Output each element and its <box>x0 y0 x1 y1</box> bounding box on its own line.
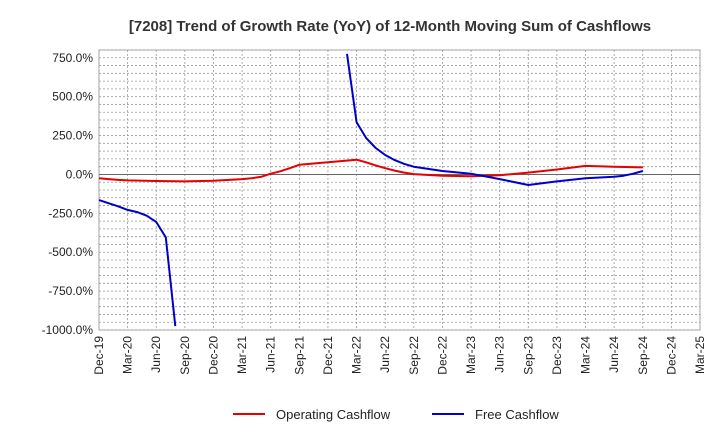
series-line-free-cashflow <box>98 199 177 327</box>
y-tick-label: -750.0% <box>48 284 93 298</box>
series-line-free-cashflow <box>346 53 644 186</box>
x-tick-label: Mar-21 <box>235 336 249 374</box>
x-tick-label: Mar-25 <box>693 336 707 374</box>
series-line-operating-cashflow <box>98 158 643 183</box>
legend: Operating Cashflow Free Cashflow <box>233 407 559 422</box>
x-tick-label: Sep-22 <box>407 336 421 375</box>
y-tick-label: 750.0% <box>52 51 93 65</box>
x-tick-label: Jun-20 <box>149 336 163 373</box>
y-tick-label: 500.0% <box>52 90 93 104</box>
y-tick-label: -500.0% <box>48 245 93 259</box>
x-tick-label: Sep-23 <box>521 336 535 375</box>
x-tick-label: Mar-23 <box>464 336 478 374</box>
y-tick-label: 250.0% <box>52 129 93 143</box>
x-tick-label: Mar-20 <box>121 336 135 374</box>
x-tick-label: Dec-22 <box>435 336 449 375</box>
grid <box>98 49 701 331</box>
x-tick-label: Sep-20 <box>178 336 192 375</box>
y-tick-label: -250.0% <box>48 206 93 220</box>
x-tick-label: Mar-24 <box>579 336 593 374</box>
legend-label-operating-cashflow: Operating Cashflow <box>276 407 391 422</box>
legend-label-free-cashflow: Free Cashflow <box>475 407 559 422</box>
x-tick-label: Dec-20 <box>206 336 220 375</box>
x-tick-label: Dec-19 <box>92 336 106 375</box>
axes: 750.0% 500.0% 250.0% 0.0% -250.0% -500.0% -750… <box>42 51 707 375</box>
x-tick-label: Jun-22 <box>378 336 392 373</box>
x-tick-label: Jun-23 <box>493 336 507 373</box>
x-tick-label: Mar-22 <box>350 336 364 374</box>
series-lines <box>98 53 644 327</box>
x-tick-label: Jun-24 <box>607 336 621 373</box>
x-tick-label: Dec-24 <box>664 336 678 375</box>
y-tick-label: -1000.0% <box>42 323 94 337</box>
x-tick-label: Dec-23 <box>550 336 564 375</box>
x-tick-label: Sep-24 <box>636 336 650 375</box>
y-tick-label: 0.0% <box>66 167 94 181</box>
x-tick-label: Dec-21 <box>321 336 335 375</box>
x-tick-label: Sep-21 <box>292 336 306 375</box>
chart-title: [7208] Trend of Growth Rate (YoY) of 12-… <box>129 18 651 35</box>
x-tick-label: Jun-21 <box>264 336 278 373</box>
